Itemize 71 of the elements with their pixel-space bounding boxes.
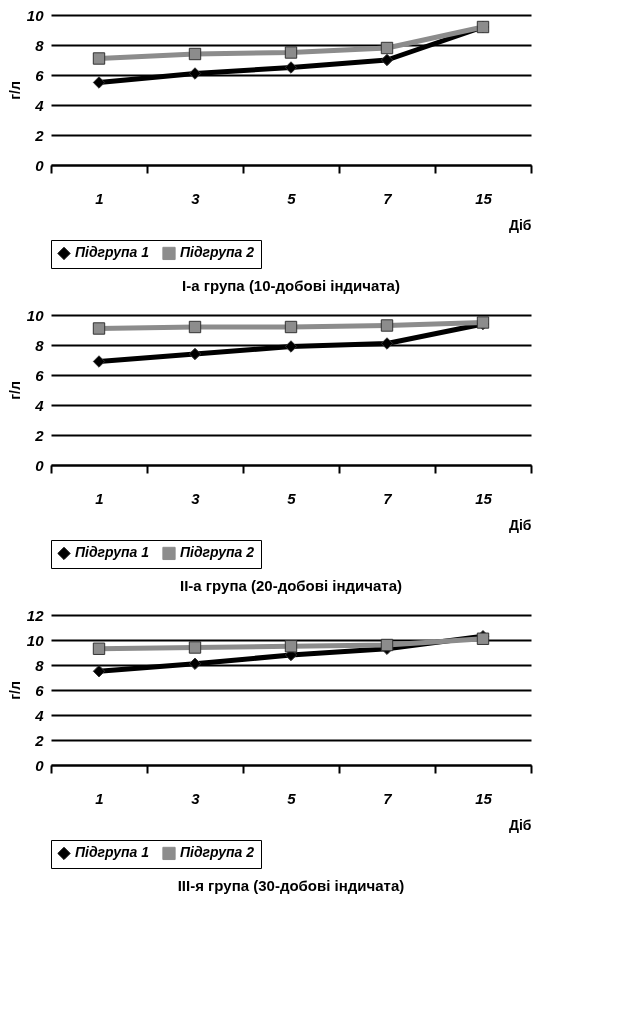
y-tick-label: 10 <box>26 6 45 24</box>
y-tick-label: 10 <box>26 631 45 649</box>
x-tick-label: 1 <box>95 489 104 507</box>
x-tick-label: 15 <box>475 489 493 507</box>
x-tick-label: 1 <box>95 789 104 807</box>
y-tick-label: 6 <box>35 66 45 84</box>
y-tick-label: 6 <box>35 366 45 384</box>
x-tick-label: 3 <box>191 789 201 807</box>
y-axis-title: г/л <box>6 681 23 700</box>
x-axis-title: Діб <box>508 816 532 833</box>
y-tick-label: 2 <box>34 126 45 144</box>
legend-label: Підгрупа 1 <box>75 544 150 561</box>
point <box>380 638 394 652</box>
point <box>188 347 202 361</box>
x-tick-label: 5 <box>287 789 297 807</box>
legend-label: Підгрупа 2 <box>180 244 255 261</box>
y-tick-label: 6 <box>35 681 45 699</box>
point <box>284 340 298 353</box>
y-tick-label: 8 <box>35 336 45 354</box>
x-tick-label: 7 <box>383 189 393 207</box>
x-tick-label: 15 <box>475 789 493 807</box>
point <box>284 640 298 653</box>
y-tick-label: 2 <box>34 426 45 444</box>
y-tick-label: 8 <box>35 36 45 54</box>
point <box>380 337 394 350</box>
point <box>92 76 106 89</box>
point <box>188 67 202 80</box>
point <box>380 41 394 55</box>
point <box>92 355 106 368</box>
text: ІІІ-я група (30-добові індичата) <box>177 876 405 894</box>
point <box>92 322 106 335</box>
x-tick-label: 5 <box>287 489 297 507</box>
y-tick-label: 2 <box>34 731 45 749</box>
y-tick-label: 4 <box>34 396 45 414</box>
x-axis-title: Діб <box>508 216 532 233</box>
point <box>92 665 106 678</box>
point <box>380 53 394 67</box>
point <box>188 47 202 61</box>
point <box>188 641 202 654</box>
x-tick-label: 7 <box>383 489 393 507</box>
y-tick-label: 8 <box>35 656 45 674</box>
y-tick-label: 0 <box>35 456 45 474</box>
x-tick-label: 5 <box>287 189 297 207</box>
y-tick-label: 4 <box>34 96 45 114</box>
y-tick-label: 0 <box>35 756 45 774</box>
text: І-а група (10-добові індичата) <box>182 276 400 294</box>
y-tick-label: 10 <box>26 306 45 324</box>
y-tick-label: 0 <box>35 156 45 174</box>
point <box>380 319 394 332</box>
point <box>92 52 106 65</box>
legend-label: Підгрупа 2 <box>180 544 255 561</box>
x-tick-label: 7 <box>383 789 393 807</box>
legend-label: Підгрупа 1 <box>75 244 150 261</box>
point <box>284 61 298 74</box>
point <box>284 320 298 334</box>
point <box>284 46 298 59</box>
y-tick-label: 12 <box>26 606 45 624</box>
x-tick-label: 3 <box>191 489 201 507</box>
x-axis-title: Діб <box>508 516 532 533</box>
x-tick-label: 1 <box>95 189 104 207</box>
y-tick-label: 4 <box>34 706 45 724</box>
x-tick-label: 3 <box>191 189 201 207</box>
y-axis-title: г/л <box>6 381 23 400</box>
point <box>188 657 202 670</box>
y-axis-title: г/л <box>6 81 23 100</box>
point <box>188 320 202 334</box>
x-tick-label: 15 <box>475 189 493 207</box>
text: ІІ-а група (20-добові індичата) <box>179 576 403 594</box>
legend-label: Підгрупа 1 <box>75 844 150 861</box>
point <box>92 642 106 655</box>
legend-label: Підгрупа 2 <box>180 844 255 861</box>
